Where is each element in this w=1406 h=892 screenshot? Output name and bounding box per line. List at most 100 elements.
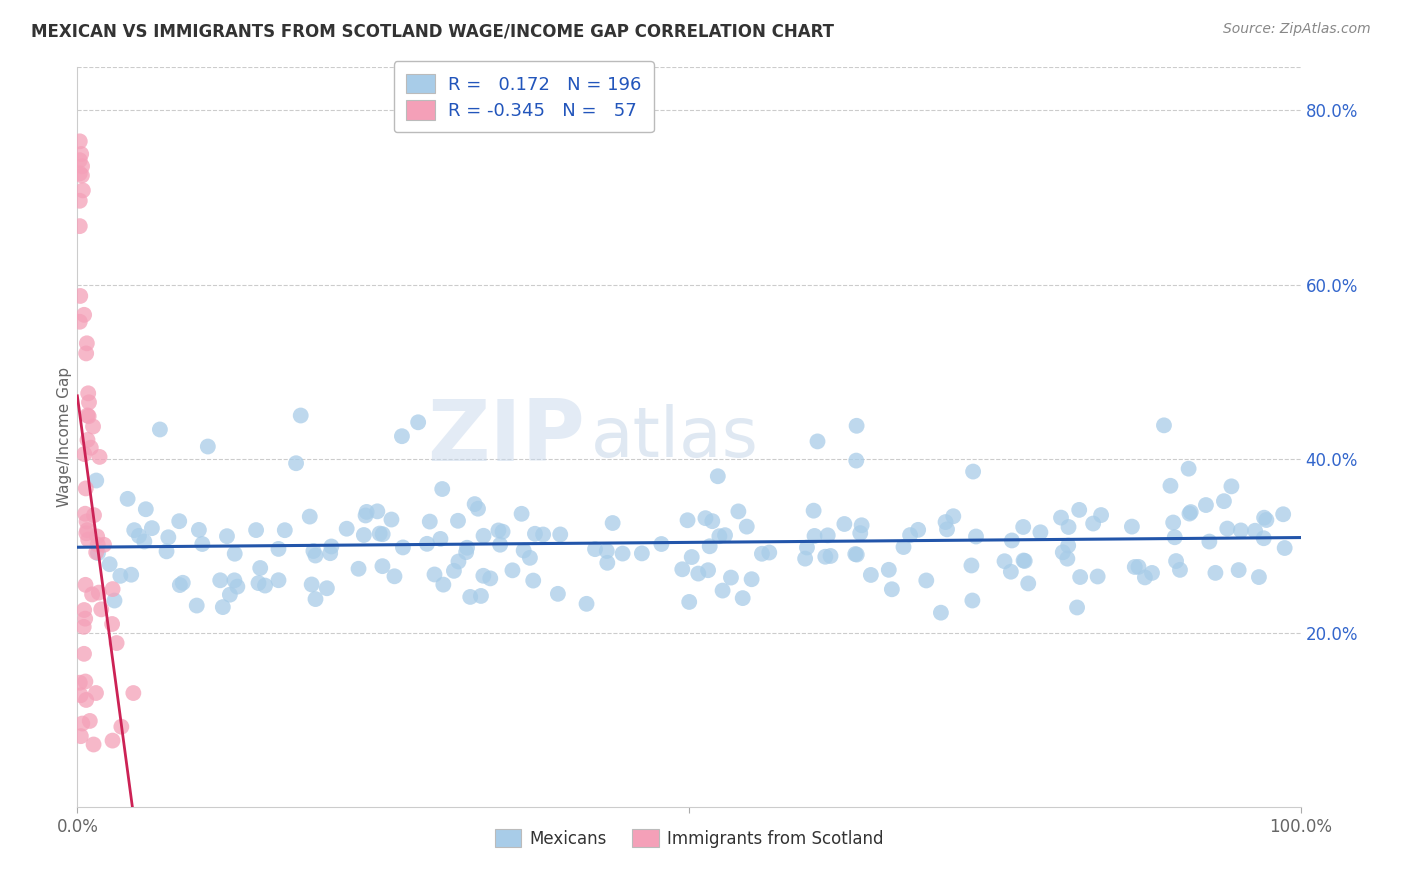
Point	[304, 549, 326, 563]
Point	[443, 564, 465, 578]
Point	[73, 647, 96, 661]
Point	[69, 688, 91, 702]
Point	[70, 147, 93, 161]
Point	[218, 588, 240, 602]
Point	[72, 716, 94, 731]
Point	[458, 590, 481, 604]
Point	[69, 219, 91, 234]
Point	[89, 450, 111, 464]
Point	[803, 503, 825, 517]
Point	[285, 456, 308, 470]
Point	[169, 578, 191, 592]
Point	[122, 686, 145, 700]
Point	[1164, 530, 1187, 544]
Point	[1204, 566, 1226, 580]
Point	[1069, 570, 1091, 584]
Point	[602, 516, 624, 530]
Point	[87, 585, 110, 599]
Point	[75, 346, 97, 360]
Point	[1081, 516, 1104, 531]
Point	[834, 516, 856, 531]
Point	[1050, 510, 1073, 524]
Point	[75, 507, 97, 521]
Point	[69, 194, 91, 208]
Point	[547, 587, 569, 601]
Point	[110, 720, 132, 734]
Point	[1178, 507, 1201, 521]
Point	[1012, 553, 1035, 567]
Point	[77, 395, 100, 409]
Point	[93, 538, 115, 552]
Point	[678, 595, 700, 609]
Point	[1253, 531, 1275, 545]
Point	[456, 541, 478, 555]
Text: MEXICAN VS IMMIGRANTS FROM SCOTLAND WAGE/INCOME GAP CORRELATION CHART: MEXICAN VS IMMIGRANTS FROM SCOTLAND WAGE…	[31, 22, 834, 40]
Point	[1087, 569, 1109, 583]
Point	[1213, 494, 1236, 508]
Point	[491, 524, 513, 539]
Point	[101, 617, 124, 632]
Point	[936, 522, 959, 536]
Point	[406, 415, 429, 429]
Point	[806, 434, 828, 449]
Point	[707, 469, 730, 483]
Point	[880, 582, 903, 597]
Point	[1017, 576, 1039, 591]
Point	[464, 497, 486, 511]
Point	[191, 537, 214, 551]
Point	[224, 547, 246, 561]
Y-axis label: Wage/Income Gap: Wage/Income Gap	[56, 367, 72, 508]
Point	[253, 578, 276, 592]
Point	[820, 549, 842, 563]
Point	[80, 441, 103, 455]
Point	[384, 569, 406, 583]
Point	[1244, 524, 1267, 538]
Point	[1057, 539, 1080, 553]
Point	[83, 738, 105, 752]
Point	[1052, 545, 1074, 559]
Point	[79, 714, 101, 728]
Point	[479, 571, 502, 585]
Point	[69, 134, 91, 148]
Legend: Mexicans, Immigrants from Scotland: Mexicans, Immigrants from Scotland	[488, 822, 890, 855]
Point	[702, 514, 724, 528]
Point	[1090, 508, 1112, 522]
Point	[84, 474, 107, 488]
Point	[1069, 503, 1091, 517]
Point	[211, 600, 233, 615]
Point	[676, 513, 699, 527]
Point	[548, 527, 571, 541]
Point	[82, 419, 104, 434]
Point	[849, 526, 872, 541]
Point	[353, 528, 375, 542]
Point	[319, 546, 342, 560]
Point	[583, 542, 606, 557]
Point	[75, 674, 97, 689]
Point	[101, 582, 124, 596]
Point	[1001, 533, 1024, 548]
Point	[186, 599, 208, 613]
Point	[522, 574, 544, 588]
Point	[1177, 461, 1199, 475]
Point	[371, 527, 394, 541]
Point	[1161, 516, 1184, 530]
Point	[523, 526, 546, 541]
Point	[519, 550, 541, 565]
Point	[76, 515, 98, 529]
Point	[354, 508, 377, 523]
Point	[612, 547, 634, 561]
Point	[960, 558, 983, 573]
Point	[86, 538, 108, 552]
Point	[69, 153, 91, 168]
Point	[1272, 508, 1295, 522]
Point	[714, 528, 737, 542]
Point	[1014, 554, 1036, 568]
Point	[429, 532, 451, 546]
Point	[845, 418, 868, 433]
Point	[128, 529, 150, 543]
Text: Source: ZipAtlas.com: Source: ZipAtlas.com	[1223, 22, 1371, 37]
Point	[1128, 560, 1150, 574]
Point	[416, 537, 439, 551]
Point	[1168, 563, 1191, 577]
Point	[187, 523, 209, 537]
